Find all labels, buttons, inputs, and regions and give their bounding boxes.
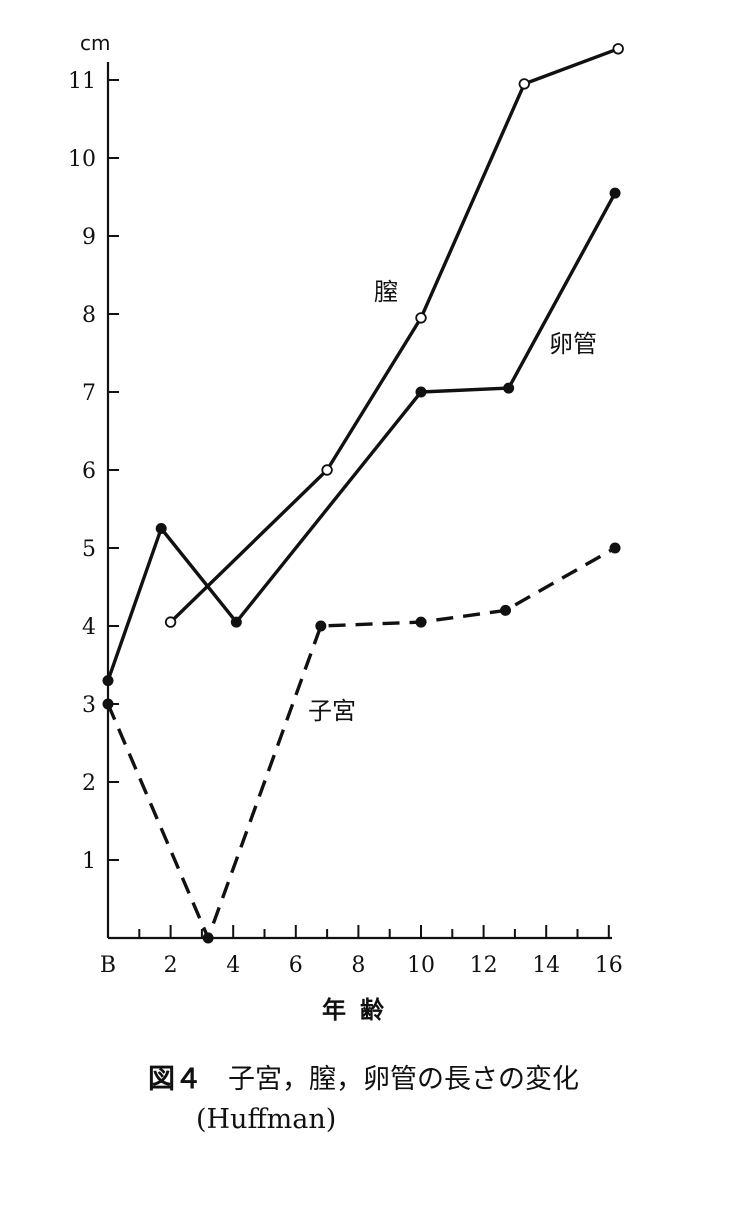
series-0-point-3	[518, 78, 530, 90]
series-1-point-1	[155, 523, 167, 534]
series-1-point-3	[415, 386, 427, 398]
x-tick-label: 6	[289, 953, 303, 978]
series-0-point-2	[415, 312, 427, 324]
y-tick-label: 10	[68, 147, 96, 172]
series-markers	[102, 43, 624, 944]
x-tick-label: 2	[164, 953, 178, 978]
series-2-point-2	[315, 620, 327, 632]
y-unit-label: cm	[80, 31, 110, 55]
series-2-point-5	[609, 542, 621, 554]
x-tick-label: 4	[226, 953, 240, 978]
x-tick-label: B	[100, 953, 116, 978]
series-1-point-5	[609, 187, 621, 199]
series-2-point-4	[500, 604, 512, 616]
caption-text: 子宮，膣，卵管の長さの変化	[228, 1064, 579, 1095]
y-tick-label: 1	[82, 849, 96, 874]
y-tick-label: 3	[82, 693, 96, 718]
series-0-point-1	[321, 464, 333, 476]
series-line-1	[106, 192, 617, 682]
x-tick-label: 10	[407, 953, 435, 978]
axes	[106, 62, 612, 940]
y-tick-label: 2	[82, 771, 96, 796]
series-2-point-0	[102, 698, 114, 710]
y-tick-label: 4	[82, 615, 96, 640]
figure-caption: 図４ 子宮，膣，卵管の長さの変化 (Huffman)	[148, 1060, 708, 1140]
y-tick-label: 5	[82, 537, 96, 562]
x-tick-label: 12	[470, 953, 498, 978]
series-lines	[106, 47, 619, 940]
series-label-1: 卵管	[549, 330, 597, 358]
x-tick-label: 16	[595, 953, 623, 978]
x-tick-label: 8	[351, 953, 365, 978]
series-0-point-0	[164, 616, 177, 628]
y-tick-label: 8	[82, 303, 96, 328]
series-0-point-4	[612, 43, 624, 55]
series-2-point-3	[415, 616, 427, 628]
x-tick-label: 14	[532, 953, 560, 978]
series-1-point-2	[230, 616, 242, 628]
series-label-2: 子宮	[308, 697, 356, 725]
figure-number: 図４	[148, 1064, 202, 1095]
y-tick-label: 9	[82, 225, 96, 250]
x-axis-title: 年齢	[322, 995, 398, 1024]
caption-source: (Huffman)	[196, 1104, 337, 1135]
series-1-point-0	[102, 675, 114, 687]
y-tick-label: 6	[82, 459, 96, 484]
series-1-point-4	[503, 382, 515, 394]
series-2-point-1	[202, 932, 214, 944]
y-tick-label: 11	[68, 69, 96, 94]
y-tick-label: 7	[82, 381, 96, 406]
ticks	[108, 79, 610, 938]
series-label-0: 膣	[374, 278, 398, 306]
series-line-2	[106, 546, 616, 940]
